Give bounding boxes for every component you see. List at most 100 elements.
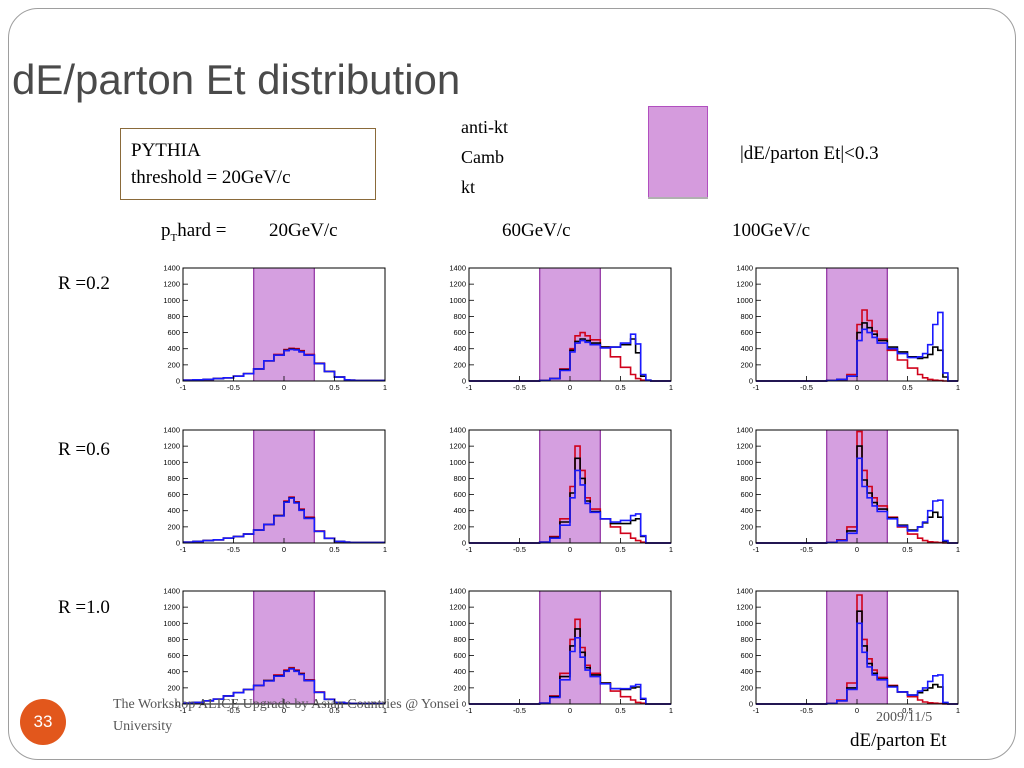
y-tick-label: 0 — [749, 700, 753, 709]
y-tick-label: 1000 — [163, 458, 180, 467]
y-tick-label: 1200 — [449, 280, 466, 289]
y-tick-label: 1200 — [736, 442, 753, 451]
x-tick-label: -0.5 — [227, 545, 240, 554]
footer-text: The Workshop ALICE Upgrade by Asian Coun… — [113, 697, 460, 734]
y-tick-label: 400 — [167, 344, 180, 353]
histogram-panel: 0 200 400 600 800 1000 1200 1400 -1 -0.5 0 0.5 1 — [449, 426, 673, 555]
y-tick-label: 1400 — [449, 264, 466, 273]
row-label-r02: R =0.2 — [58, 273, 110, 294]
x-tick-label: -1 — [180, 383, 187, 392]
x-tick-label: -0.5 — [513, 706, 526, 715]
y-tick-label: 800 — [167, 635, 180, 644]
x-tick-label: 1 — [956, 545, 960, 554]
x-tick-label: 1 — [956, 706, 960, 715]
cut-label: |dE/parton Et|<0.3 — [740, 143, 879, 164]
row-label-r06: R =0.6 — [58, 439, 110, 460]
y-tick-label: 800 — [740, 635, 753, 644]
y-tick-label: 0 — [749, 377, 753, 386]
histogram-line — [183, 668, 385, 705]
y-tick-label: 800 — [453, 474, 466, 483]
x-tick-label: 0.5 — [329, 545, 339, 554]
y-tick-label: 200 — [167, 683, 180, 692]
x-axis-title: dE/parton Et — [850, 730, 947, 751]
y-tick-label: 400 — [740, 506, 753, 515]
y-tick-label: 0 — [176, 700, 180, 709]
x-tick-label: 0 — [282, 383, 286, 392]
y-tick-label: 1200 — [163, 603, 180, 612]
x-tick-label: -1 — [466, 706, 473, 715]
cut-region-swatch-underline — [648, 197, 708, 199]
histogram-panel: 0 200 400 600 800 1000 1200 1400 -1 -0.5 0 0.5 1 — [736, 264, 960, 393]
histogram-panel: 0 200 400 600 800 1000 1200 1400 -1 -0.5 0 0.5 1 — [449, 264, 673, 393]
x-tick-label: -0.5 — [800, 545, 813, 554]
y-tick-label: 200 — [740, 522, 753, 531]
y-tick-label: 400 — [453, 667, 466, 676]
legend-antikt: anti-kt — [461, 117, 508, 137]
x-tick-label: 0 — [855, 706, 859, 715]
y-tick-label: 0 — [462, 539, 466, 548]
y-tick-label: 200 — [453, 360, 466, 369]
y-tick-label: 1400 — [449, 426, 466, 435]
x-tick-label: -1 — [753, 545, 760, 554]
y-tick-label: 600 — [453, 490, 466, 499]
y-tick-label: 200 — [453, 683, 466, 692]
y-tick-label: 200 — [740, 360, 753, 369]
col-label-100: 100GeV/c — [732, 220, 811, 241]
y-tick-label: 800 — [167, 474, 180, 483]
x-tick-label: -0.5 — [227, 706, 240, 715]
x-tick-label: 1 — [669, 545, 673, 554]
y-tick-label: 1200 — [736, 603, 753, 612]
y-tick-label: 1000 — [163, 619, 180, 628]
cut-band — [253, 430, 315, 543]
col-label-20: 20GeV/c — [269, 220, 338, 241]
y-tick-label: 1400 — [736, 264, 753, 273]
col-label-60: 60GeV/c — [502, 220, 571, 241]
y-tick-label: 600 — [167, 490, 180, 499]
x-tick-label: 1 — [383, 706, 387, 715]
y-tick-label: 1200 — [449, 442, 466, 451]
cut-band — [253, 268, 315, 381]
histogram-panel: 0 200 400 600 800 1000 1200 1400 -1 -0.5 0 0.5 1 — [449, 587, 673, 716]
x-tick-label: 0 — [568, 383, 572, 392]
x-tick-label: 1 — [669, 706, 673, 715]
y-tick-label: 600 — [740, 328, 753, 337]
row-label-r10: R =1.0 — [58, 597, 110, 618]
threshold-label: threshold = 20GeV/c — [131, 167, 291, 188]
histogram-line — [183, 348, 385, 382]
x-tick-label: 0 — [568, 706, 572, 715]
y-tick-label: 400 — [740, 344, 753, 353]
y-tick-label: 800 — [740, 312, 753, 321]
y-tick-label: 600 — [167, 651, 180, 660]
x-tick-label: -1 — [466, 383, 473, 392]
x-tick-label: 1 — [383, 545, 387, 554]
cut-region-swatch — [648, 106, 708, 198]
y-tick-label: 1000 — [736, 458, 753, 467]
y-tick-label: 800 — [740, 474, 753, 483]
y-tick-label: 1000 — [163, 296, 180, 305]
x-tick-label: 0.5 — [902, 706, 912, 715]
y-tick-label: 200 — [167, 522, 180, 531]
y-tick-label: 1400 — [449, 587, 466, 596]
legend-camb: Camb — [461, 147, 504, 167]
x-tick-label: 0.5 — [902, 383, 912, 392]
y-tick-label: 0 — [176, 377, 180, 386]
x-tick-label: 0.5 — [615, 545, 625, 554]
x-tick-label: -0.5 — [513, 383, 526, 392]
y-tick-label: 800 — [167, 312, 180, 321]
x-tick-label: 1 — [669, 383, 673, 392]
y-tick-label: 1200 — [163, 280, 180, 289]
y-tick-label: 1400 — [736, 426, 753, 435]
x-tick-label: 0 — [568, 545, 572, 554]
histogram-panel: 0 200 400 600 800 1000 1200 1400 -1 -0.5 0 0.5 1 — [736, 587, 960, 716]
y-tick-label: 1000 — [449, 458, 466, 467]
y-tick-label: 1200 — [163, 442, 180, 451]
x-tick-label: -1 — [180, 545, 187, 554]
page-number-badge: 33 — [20, 699, 66, 745]
generator-box: PYTHIA threshold = 20GeV/c — [120, 128, 376, 200]
x-tick-label: 0 — [282, 545, 286, 554]
y-tick-label: 1000 — [736, 296, 753, 305]
y-tick-label: 1000 — [449, 296, 466, 305]
y-tick-label: 400 — [167, 667, 180, 676]
pt-hard-prefix: pThard = — [161, 220, 227, 244]
